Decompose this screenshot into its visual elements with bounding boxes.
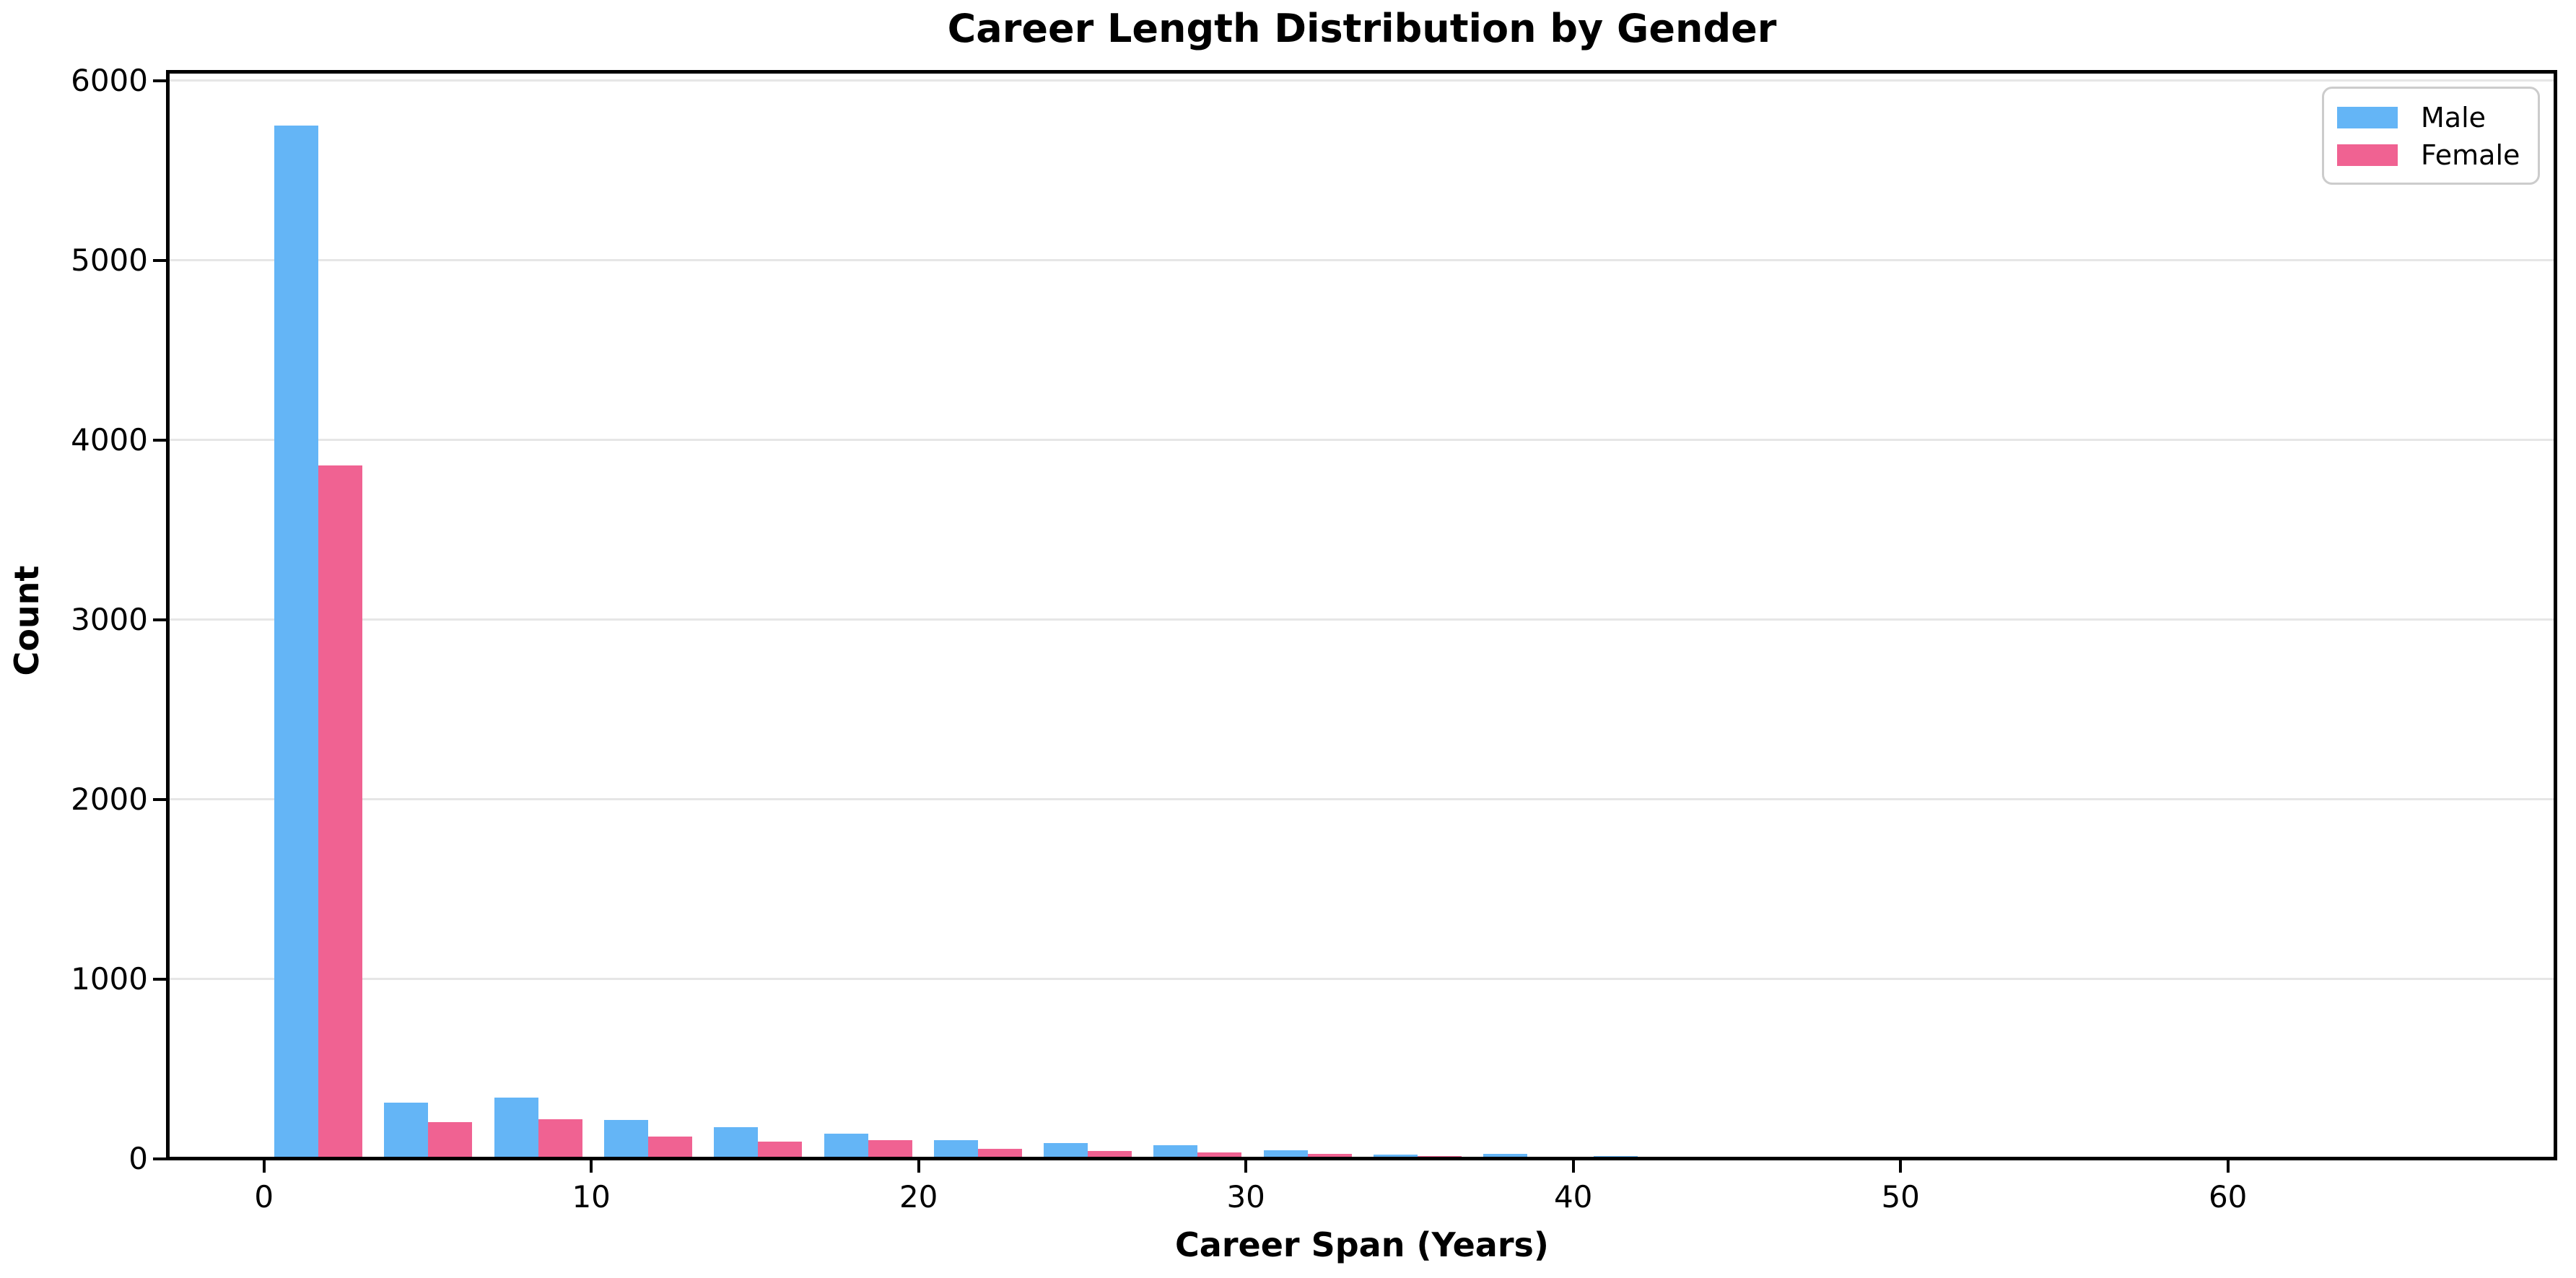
bar-male-bin-0 [274, 126, 318, 1159]
legend-swatch-female [2337, 144, 2398, 166]
bar-male-bin-5 [824, 1134, 868, 1159]
legend-row-male: Male [2337, 99, 2538, 136]
bar-male-bin-11 [1483, 1154, 1528, 1159]
y-tick-2000 [153, 797, 166, 801]
gridline-y-4000 [170, 439, 2554, 442]
gridline-y-2000 [170, 798, 2554, 801]
bar-female-bin-4 [758, 1142, 803, 1159]
y-tick-1000 [153, 977, 166, 981]
x-tick-label-30: 30 [1226, 1179, 1265, 1214]
plot-area [170, 74, 2554, 1159]
bar-male-bin-8 [1153, 1144, 1198, 1159]
bar-female-bin-0 [318, 465, 362, 1159]
y-tick-label-3000: 3000 [71, 601, 148, 637]
legend-swatch-male [2337, 107, 2398, 128]
y-tick-3000 [153, 618, 166, 621]
y-tick-label-0: 0 [128, 1141, 148, 1176]
legend-label-male: Male [2421, 102, 2487, 134]
legend-label-female: Female [2421, 139, 2520, 171]
x-tick-label-10: 10 [572, 1179, 611, 1214]
x-tick-label-0: 0 [254, 1179, 274, 1214]
bar-male-bin-13 [1703, 1157, 1747, 1159]
x-tick-0 [262, 1160, 266, 1173]
x-tick-label-60: 60 [2208, 1179, 2248, 1214]
y-tick-0 [153, 1157, 166, 1160]
bar-male-bin-9 [1263, 1150, 1308, 1159]
x-tick-label-20: 20 [899, 1179, 938, 1214]
bar-male-bin-1 [384, 1102, 429, 1159]
gridline-y-1000 [170, 978, 2554, 981]
gridline-y-3000 [170, 618, 2554, 621]
bar-male-bin-12 [1593, 1155, 1638, 1159]
chart-title: Career Length Distribution by Gender [947, 6, 1777, 51]
bar-female-bin-6 [977, 1148, 1022, 1159]
y-tick-5000 [153, 258, 166, 262]
bar-male-bin-6 [933, 1139, 978, 1159]
y-tick-label-4000: 4000 [71, 421, 148, 458]
y-tick-4000 [153, 438, 166, 442]
bar-female-bin-1 [428, 1121, 473, 1159]
bar-female-bin-10 [1418, 1155, 1462, 1159]
bar-female-bin-9 [1307, 1154, 1352, 1159]
gridline-y-6000 [170, 79, 2554, 82]
bar-female-bin-7 [1088, 1151, 1132, 1159]
x-tick-60 [2226, 1160, 2230, 1173]
x-tick-50 [1899, 1160, 1903, 1173]
legend-row-female: Female [2337, 136, 2538, 174]
y-tick-6000 [153, 79, 166, 82]
bar-male-bin-10 [1374, 1155, 1418, 1159]
y-tick-label-6000: 6000 [71, 62, 148, 98]
x-tick-40 [1571, 1160, 1575, 1173]
bar-male-bin-14 [1813, 1157, 1858, 1159]
x-tick-30 [1244, 1160, 1248, 1173]
x-tick-20 [917, 1160, 920, 1173]
bar-male-bin-4 [714, 1127, 759, 1159]
y-tick-label-1000: 1000 [71, 960, 148, 997]
x-tick-10 [590, 1160, 593, 1173]
y-tick-label-2000: 2000 [71, 781, 148, 817]
bar-female-bin-5 [868, 1139, 912, 1159]
x-tick-label-40: 40 [1553, 1179, 1593, 1214]
x-axis-label: Career Span (Years) [1175, 1225, 1549, 1264]
bar-female-bin-8 [1197, 1152, 1242, 1159]
bar-female-bin-2 [538, 1119, 582, 1159]
bar-female-bin-11 [1527, 1157, 1572, 1159]
y-tick-label-5000: 5000 [71, 242, 148, 278]
x-tick-label-50: 50 [1881, 1179, 1920, 1214]
bar-male-bin-2 [494, 1097, 538, 1159]
bar-male-bin-7 [1044, 1143, 1088, 1159]
bar-male-bin-3 [603, 1119, 648, 1159]
legend: Male Female [2322, 87, 2540, 185]
bar-female-bin-12 [1637, 1158, 1682, 1159]
bar-female-bin-3 [647, 1137, 692, 1159]
gridline-y-5000 [170, 259, 2554, 262]
